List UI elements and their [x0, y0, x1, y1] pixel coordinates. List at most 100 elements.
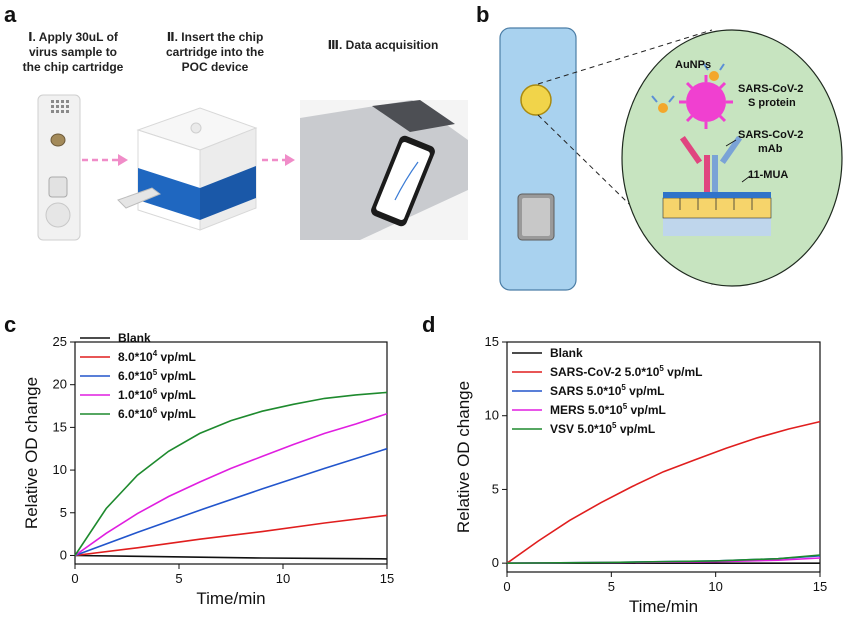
chart-d-legend-sup-2: 5 [621, 383, 626, 392]
panel-b-letter: b [476, 2, 490, 27]
chart-c-legend-label-0: Blank [118, 331, 151, 345]
chart-c-legend-suffix-4: vp/mL [157, 407, 196, 421]
mua-layer [663, 192, 771, 198]
substrate-layer [663, 218, 771, 236]
chart-d-legend-suffix-1: vp/mL [664, 365, 703, 379]
chart-c-xtick-label: 15 [380, 571, 394, 586]
chart-d-legend-name-3: MERS 5.0*10 [550, 403, 623, 417]
chart-d-xtick-label: 15 [813, 579, 827, 594]
chart-c-legend-suffix-1: vp/mL [157, 350, 196, 364]
panel-b-illustration: AuNPs SARS-CoV-2 S protein SARS-CoV-2 mA… [499, 27, 843, 291]
chart-c-legend-suffix-2: vp/mL [157, 369, 196, 383]
chart-c-ytick-label: 25 [53, 334, 67, 349]
arrow-2-head [285, 154, 295, 166]
panel-c-letter: c [4, 312, 17, 337]
chart-d-legend-suffix-3: vp/mL [627, 403, 666, 417]
label-mua: 11-MUA [748, 169, 788, 181]
chart-c-legend-label-1: 8.0*104 vp/mL [118, 349, 196, 364]
arrow-1-head [118, 154, 128, 166]
chart-d-legend-sup-3: 5 [623, 402, 628, 411]
label-protein-line-2: S protein [748, 97, 796, 109]
label-mab-line-2: mAb [758, 143, 783, 155]
chart-d-xtick-label: 5 [608, 579, 615, 594]
step-2-line-1: Ⅱ. Insert the chip [166, 30, 264, 44]
chart-c-legend-label-2: 6.0*105 vp/mL [118, 368, 196, 383]
chip-window-inner [522, 198, 550, 236]
poc-device-image [117, 107, 258, 231]
chart-d-legend-label-2: SARS 5.0*105 vp/mL [550, 383, 665, 398]
step-1-line-2: virus sample to [28, 45, 118, 59]
chart-d-series-line-1 [506, 420, 821, 564]
chart-c-legend-suffix-3: vp/mL [157, 388, 196, 402]
step-1-caption: Ⅰ. Apply 30uL of virus sample to the chi… [8, 30, 138, 75]
chart-d-xtick-label: 0 [503, 579, 510, 594]
chart-c-xlabel: Time/min [196, 589, 265, 608]
step-2-line-2: cartridge into the [165, 45, 264, 59]
chip-cartridge-image [37, 94, 81, 241]
step-1-line-1: Ⅰ. Apply 30uL of [28, 30, 118, 44]
aunp-icon [651, 63, 725, 113]
chart-d-ylabel: Relative OD change [454, 381, 473, 533]
step-3-line-1: Ⅲ. Data acquisition [327, 38, 439, 52]
chart-c-legend-label-4: 6.0*106 vp/mL [118, 406, 196, 421]
chart-c-ytick-label: 5 [60, 505, 67, 520]
chart-d-legend-suffix-4: vp/mL [617, 422, 656, 436]
chart-c-ytick-label: 10 [53, 462, 67, 477]
gold-layer [662, 197, 772, 219]
label-protein-line-1: SARS-CoV-2 [738, 83, 803, 95]
chart-d-legend-label-1: SARS-CoV-2 5.0*105 vp/mL [550, 364, 703, 379]
chart-c-legend-label-3: 1.0*106 vp/mL [118, 387, 196, 402]
zoom-line-top [537, 29, 713, 85]
chart-c-legend-name-4: 6.0*10 [118, 407, 153, 421]
chart-c-ytick-label: 15 [53, 419, 67, 434]
chart-d-legend-name-2: SARS 5.0*10 [550, 384, 622, 398]
chart-c-legend-sup-2: 5 [153, 368, 158, 377]
chart-c-ytick-label: 0 [60, 547, 67, 562]
chart-c-series-line-4 [74, 391, 388, 556]
chart-d-frame [506, 341, 821, 573]
mab-pointer [725, 139, 737, 147]
step-1-line-3: the chip cartridge [22, 60, 124, 74]
chart-d-legend-label-4: VSV 5.0*105 vp/mL [550, 421, 655, 436]
panel-d-letter: d [422, 312, 436, 337]
chart-c-series-line-2 [74, 447, 388, 557]
chip-body [499, 27, 577, 291]
chart-c: 0 5 10 15 0 5 10 15 20 25 Time/min Relative OD chan… [22, 331, 394, 608]
zoom-circle [621, 29, 843, 287]
chart-d-ytick-label: 5 [492, 481, 499, 496]
chart-d-series-line-4 [506, 554, 821, 564]
chart-c-legend-name-3: 1.0*10 [118, 388, 153, 402]
chart-c-series-line-0 [74, 554, 388, 560]
step-2-line-3: POC device [181, 60, 249, 74]
chart-c-xtick-label: 5 [175, 571, 182, 586]
chart-d-legend-name-0: Blank [550, 346, 583, 360]
chart-c-ytick-label: 20 [53, 377, 67, 392]
label-mab-line-1: SARS-CoV-2 [738, 129, 803, 141]
chart-d-legend-sup-1: 5 [659, 364, 664, 373]
sensing-well [520, 84, 552, 116]
label-aunps: AuNPs [675, 59, 711, 71]
chart-d-legend-sup-4: 5 [612, 421, 617, 430]
antibody-icon [679, 135, 743, 192]
chart-c-legend-sup-3: 6 [153, 387, 158, 396]
chart-c-series-line-3 [74, 412, 388, 557]
chart-d-ytick-label: 0 [492, 555, 499, 570]
chart-d-legend-suffix-2: vp/mL [626, 384, 665, 398]
chart-c-legend-name-0: Blank [118, 331, 151, 345]
chart-d-legend-name-4: VSV 5.0*10 [550, 422, 612, 436]
chart-c-xtick-label: 0 [71, 571, 78, 586]
chart-d-legend-label-0: Blank [550, 346, 583, 360]
mua-pointer [741, 175, 751, 183]
chart-c-xtick-label: 10 [276, 571, 290, 586]
chart-c-series-line-1 [74, 514, 388, 557]
panel-a-illustration [37, 94, 468, 241]
virus-icon [679, 75, 733, 129]
chart-d: 0 5 10 15 0 5 10 15 Time/min Relative OD change Bl… [454, 334, 827, 616]
chart-c-frame [74, 341, 388, 565]
step-3-caption: Ⅲ. Data acquisition [318, 38, 448, 53]
chart-d-ytick-label: 15 [485, 334, 499, 349]
chart-d-legend-name-1: SARS-CoV-2 5.0*10 [550, 365, 660, 379]
panel-a-letter: a [4, 2, 17, 27]
chart-c-ylabel: Relative OD change [22, 377, 41, 529]
laptop-phone-image [300, 100, 468, 240]
